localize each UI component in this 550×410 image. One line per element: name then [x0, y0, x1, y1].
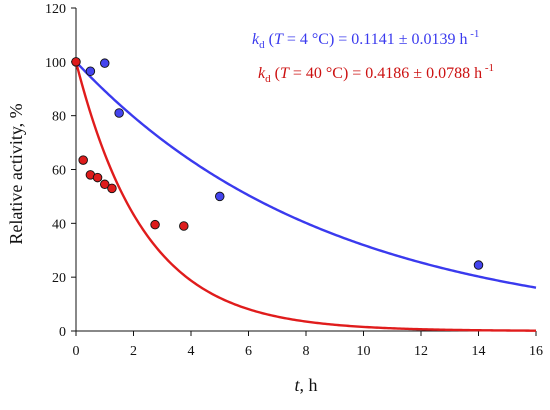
fit-curves: [74, 61, 537, 332]
y-tick-label: 40: [52, 217, 66, 232]
x-tick-label: 10: [357, 344, 371, 359]
y-tick-label: 100: [45, 56, 66, 71]
y-tick-label: 120: [45, 2, 66, 17]
fit-curve-4c: [75, 61, 537, 289]
x-axis-title-italic: t: [294, 375, 300, 395]
annotation-4c: kd (T = 4 °C) = 0.1141 ± 0.0139 h -1: [252, 28, 479, 51]
axes: 0 2 4 6 8 10 12 14 16 0 20 40 60 80 100 120: [45, 2, 543, 359]
annotation-40c-value: = 40 °C) = 0.4186 ± 0.0788 h: [289, 65, 482, 82]
annotation-40c-unit-exponent: -1: [482, 62, 494, 74]
annotation-40c-sub: d: [265, 73, 271, 85]
y-tick-label: 20: [52, 271, 66, 286]
data-point-4c: [214, 191, 225, 202]
x-tick-label: 8: [303, 344, 310, 359]
y-axis-title: Relative activity, %: [6, 103, 26, 244]
data-point-40c: [71, 57, 81, 67]
annotation-40c: kd (T = 40 °C) = 0.4186 ± 0.0788 h -1: [258, 62, 494, 85]
annotation-4c-sub: d: [259, 39, 265, 51]
x-tick-label: 12: [414, 344, 428, 359]
data-point-40c: [179, 221, 189, 231]
y-tick-label: 60: [52, 164, 66, 179]
data-point-4c: [473, 260, 484, 270]
annotation-40c-temp-symbol: T: [280, 65, 290, 82]
annotation-4c-value: = 4 °C) = 0.1141 ± 0.0139 h: [283, 31, 468, 48]
x-tick-label: 16: [529, 344, 543, 359]
x-tick-label: 6: [245, 344, 252, 359]
annotation-4c-unit-exponent: -1: [467, 28, 479, 40]
data-point-4c: [114, 108, 124, 118]
data-point-40c: [150, 219, 160, 230]
x-axis-title: t, h: [294, 375, 317, 395]
annotation-4c-temp-symbol: T: [274, 31, 284, 48]
data-point-40c: [92, 172, 103, 183]
x-tick-label: 4: [188, 344, 195, 359]
data-points: [71, 57, 484, 270]
fit-curve-40c: [74, 61, 537, 332]
data-point-40c: [78, 155, 88, 165]
x-ticks: 0 2 4 6 8 10 12 14 16: [73, 331, 543, 359]
data-point-4c: [85, 66, 96, 77]
x-axis-title-rest: , h: [300, 375, 318, 395]
x-tick-label: 0: [73, 344, 80, 359]
annotation-4c-open: (: [265, 31, 274, 48]
data-point-40c: [99, 179, 110, 190]
x-tick-label: 2: [130, 344, 137, 359]
y-ticks: 0 20 40 60 80 100 120: [45, 2, 76, 340]
data-point-4c: [99, 58, 110, 68]
y-tick-label: 0: [59, 325, 66, 340]
annotation-4c-k: k: [252, 31, 260, 48]
x-tick-label: 14: [472, 344, 486, 359]
y-tick-label: 80: [52, 110, 66, 125]
data-point-40c: [107, 183, 117, 194]
annotation-40c-open: (: [271, 65, 280, 82]
annotation-40c-k: k: [258, 65, 266, 82]
